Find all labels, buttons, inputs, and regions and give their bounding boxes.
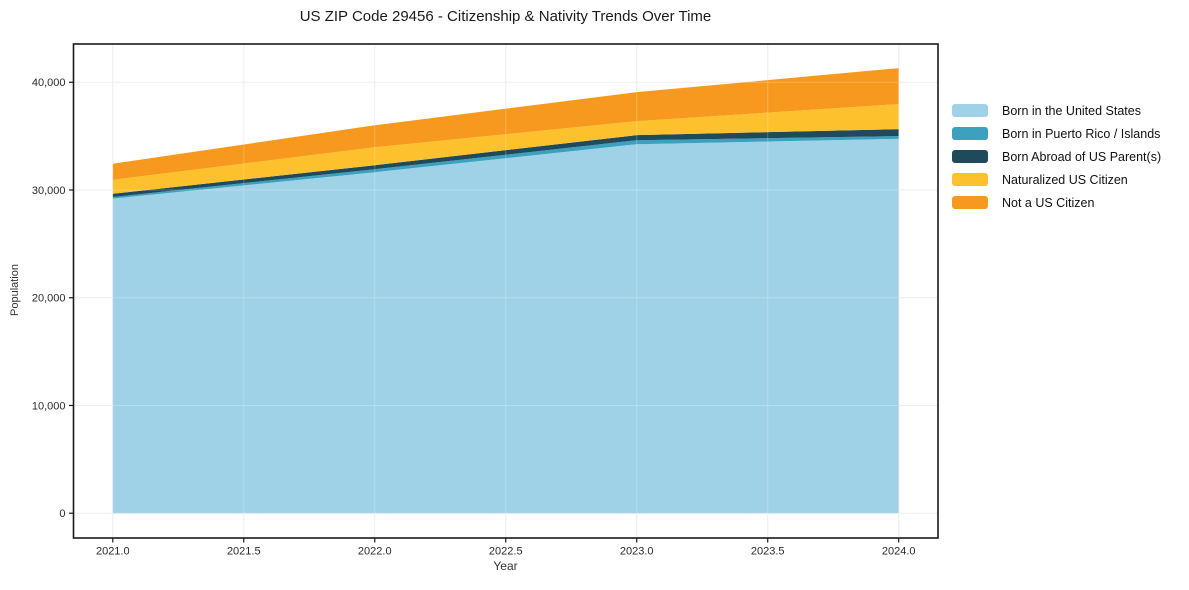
legend: Born in the United States Born in Puerto …: [952, 104, 1161, 219]
legend-label: Born in Puerto Rico / Islands: [1002, 126, 1161, 141]
x-tick-label: 2021.5: [227, 546, 261, 558]
x-tick-label: 2022.5: [489, 546, 523, 558]
y-tick-label: 40,000: [32, 77, 66, 89]
legend-item-born-in-puerto-rico-islands: Born in Puerto Rico / Islands: [952, 126, 1161, 141]
chart-title: US ZIP Code 29456 - Citizenship & Nativi…: [299, 8, 712, 25]
x-axis-label: Year: [493, 559, 518, 573]
x-tick-label: 2023.0: [620, 546, 654, 558]
area-born-abroad-of-us-parent-s: [112, 129, 899, 197]
y-tick-label: 10,000: [32, 400, 66, 412]
area-not-a-us-citizen: [112, 68, 899, 180]
legend-item-naturalized-us-citizen: Naturalized US Citizen: [952, 172, 1161, 187]
legend-label: Naturalized US Citizen: [1002, 172, 1128, 187]
legend-label: Not a US Citizen: [1002, 195, 1095, 210]
legend-swatch: [952, 150, 988, 163]
y-tick-label: 30,000: [32, 185, 66, 197]
legend-swatch: [952, 196, 988, 209]
y-tick-label: 20,000: [32, 293, 66, 305]
x-tick-label: 2024.0: [882, 546, 916, 558]
y-tick-label: 0: [59, 508, 65, 520]
x-tick-label: 2022.0: [358, 546, 392, 558]
area-naturalized-us-citizen: [112, 104, 899, 194]
legend-swatch: [952, 173, 988, 186]
legend-label: Born in the United States: [1002, 103, 1141, 118]
legend-item-not-a-us-citizen: Not a US Citizen: [952, 195, 1161, 210]
x-tick-label: 2021.0: [96, 546, 130, 558]
area-born-in-the-united-states: [112, 138, 899, 514]
legend-swatch: [952, 127, 988, 140]
legend-item-born-abroad-of-us-parent-s: Born Abroad of US Parent(s): [952, 149, 1162, 164]
legend-swatch: [952, 104, 988, 117]
x-tick-label: 2023.5: [751, 546, 785, 558]
legend-item-born-in-the-united-states: Born in the United States: [952, 103, 1161, 118]
legend-label: Born Abroad of US Parent(s): [1002, 149, 1162, 164]
